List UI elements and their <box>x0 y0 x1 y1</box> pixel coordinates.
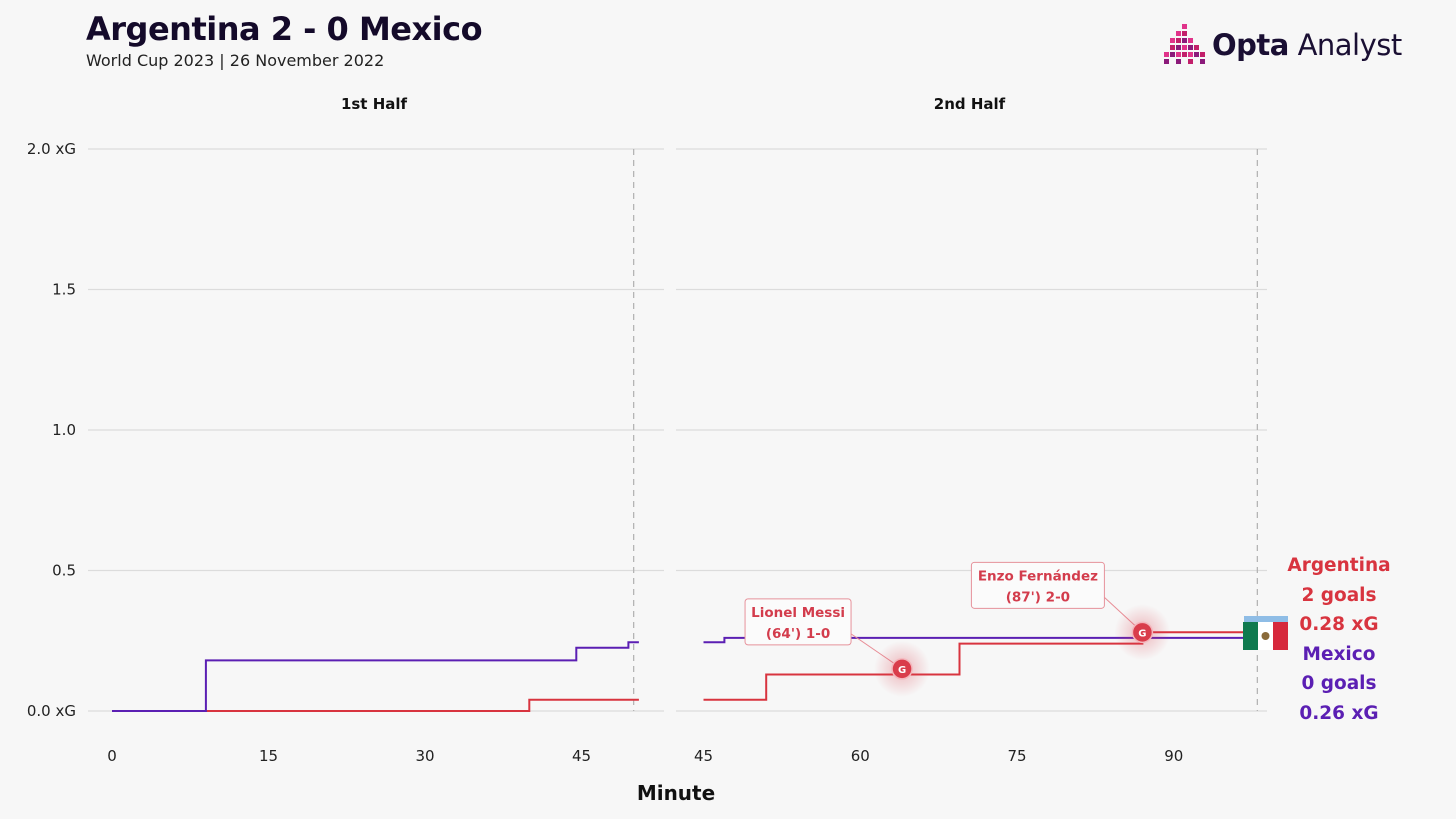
series-line-mexico-p1 <box>112 641 639 712</box>
summary-mexico-xg: 0.26 xG <box>1299 702 1379 724</box>
goal-marker-letter-2: G <box>1138 628 1146 639</box>
goal-marker-1 <box>891 658 913 680</box>
y-tick-label-2: 1.0 <box>52 421 76 439</box>
x-tick-label-15-p1: 15 <box>259 747 278 765</box>
goal-label-box-1 <box>744 598 852 646</box>
panel-title-2: 2nd Half <box>934 95 1006 113</box>
x-tick-label-60-p2: 60 <box>851 747 870 765</box>
goal-label-score-2: (87') 2-0 <box>1006 589 1070 605</box>
series-line-mexico-p2 <box>703 636 1258 644</box>
goal-marker-2 <box>1131 621 1154 644</box>
x-tick-label-45-p1: 45 <box>572 747 591 765</box>
x-tick-label-45-p2: 45 <box>694 747 713 765</box>
goal-label-box-2 <box>970 561 1105 609</box>
logo-word-opta: Opta <box>1212 28 1289 62</box>
goal-label-scorer-1: Lionel Messi <box>751 605 845 621</box>
summary-argentina-team: Argentina <box>1287 555 1391 576</box>
x-axis-title: Minute <box>637 781 715 805</box>
y-tick-label-4: 2.0 xG <box>27 140 76 158</box>
x-tick-label-30-p1: 30 <box>415 747 434 765</box>
summary-mexico-team: Mexico <box>1302 643 1376 665</box>
y-tick-label-0: 0.0 xG <box>27 702 76 720</box>
chart-subtitle: World Cup 2023 | 26 November 2022 <box>86 51 385 70</box>
x-tick-label-90-p2: 90 <box>1164 747 1183 765</box>
x-tick-label-75-p2: 75 <box>1007 747 1026 765</box>
x-tick-label-0-p1: 0 <box>107 747 117 765</box>
chart-title: Argentina 2 - 0 Mexico <box>86 10 483 48</box>
summary-mexico-goals: 0 goals <box>1301 673 1377 695</box>
opta-logo-text: Opta Analyst <box>1212 28 1402 62</box>
series-line-argentina-p1 <box>112 698 639 712</box>
opta-analyst-logo: Opta Analyst <box>1162 22 1402 72</box>
goal-label-scorer-2: Enzo Fernández <box>978 568 1098 584</box>
summary-argentina-goals: 2 goals <box>1301 584 1377 606</box>
y-tick-label-3: 1.5 <box>52 281 76 299</box>
panel-title-1: 1st Half <box>341 95 408 113</box>
opta-logo-icon <box>1164 24 1205 64</box>
summary-argentina-xg: 0.28 xG <box>1299 614 1379 636</box>
y-tick-label-1: 0.5 <box>52 562 76 580</box>
goal-label-score-1: (64') 1-0 <box>766 626 830 642</box>
goal-marker-letter-1: G <box>898 665 906 676</box>
mexico-flag-icon <box>1243 622 1288 650</box>
team-summary: Argentina 2 goals 0.28 xG Mexico 0 goals… <box>1284 551 1394 729</box>
logo-word-analyst: Analyst <box>1297 28 1403 62</box>
